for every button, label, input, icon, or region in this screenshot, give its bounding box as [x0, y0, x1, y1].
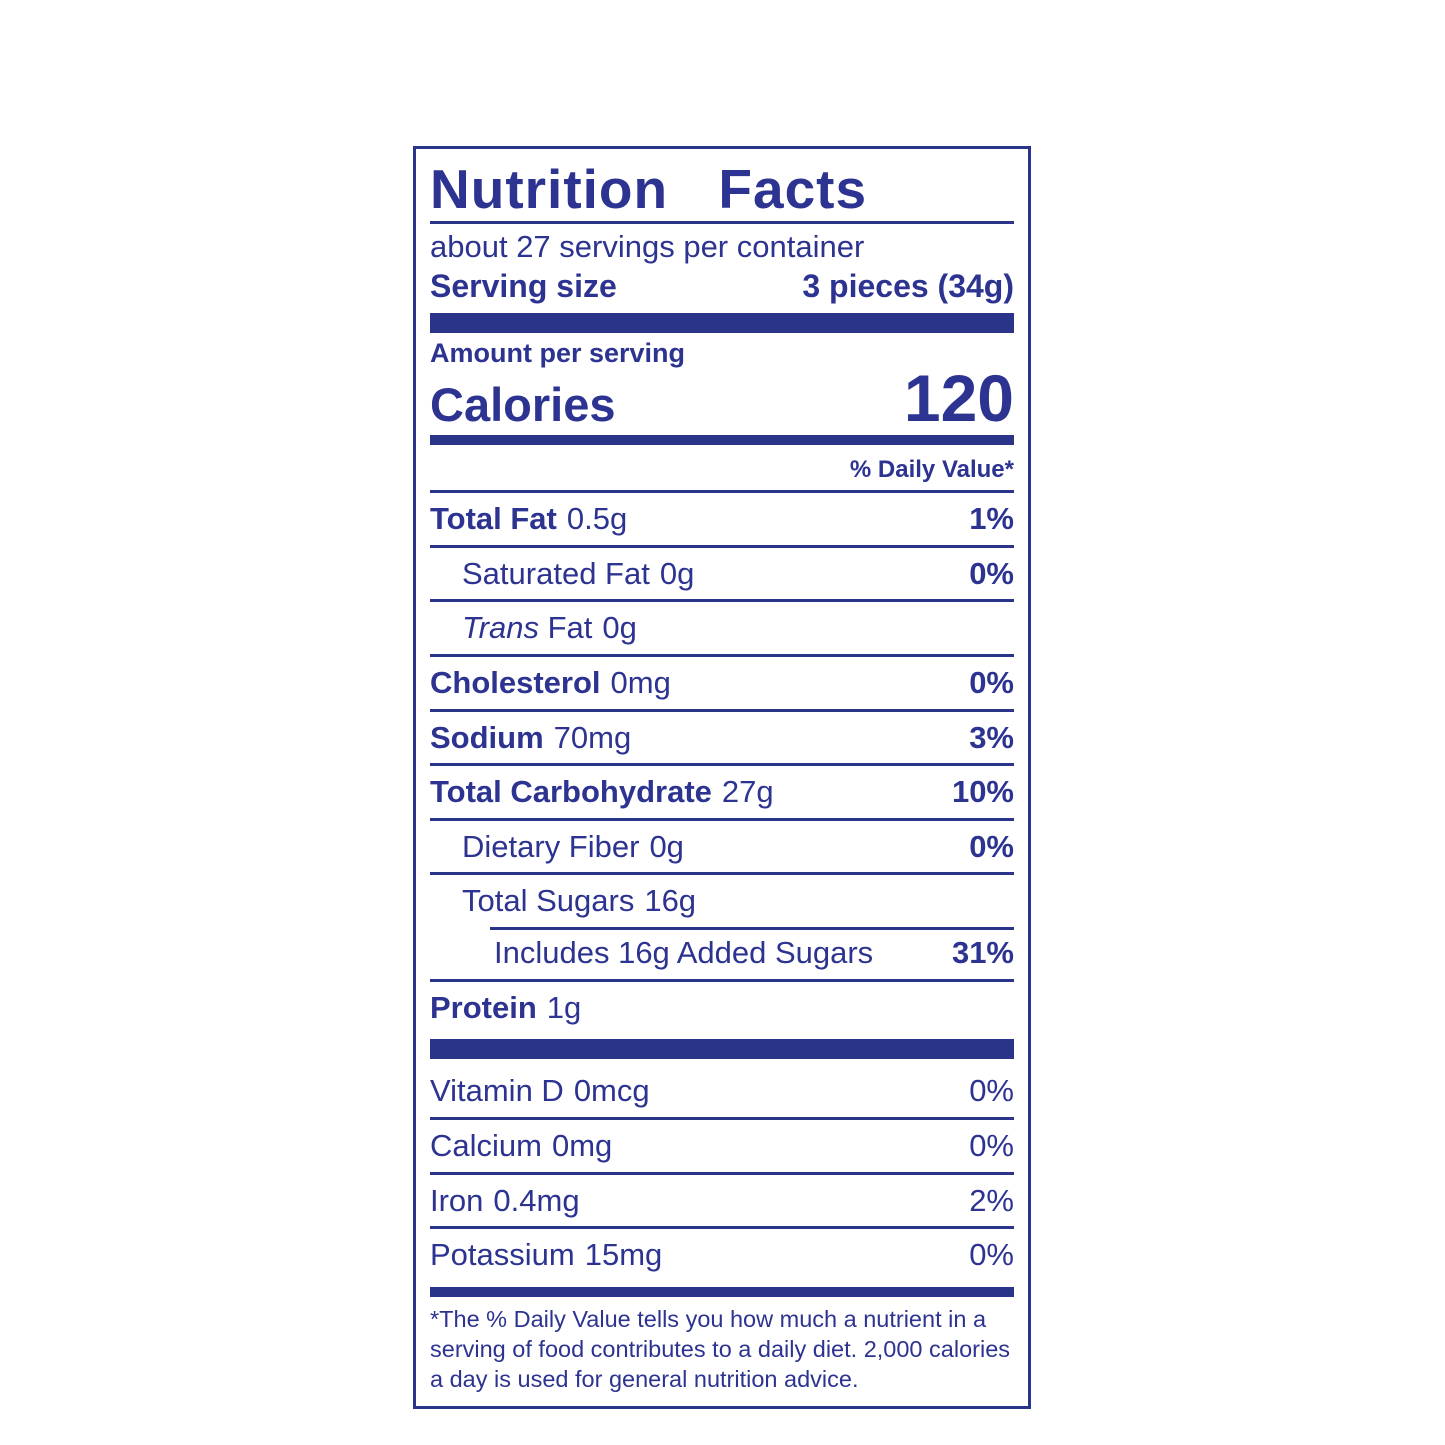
vitamin-dv: 0%: [969, 1073, 1014, 1109]
section-divider-bar-medium: [430, 1286, 1014, 1297]
nutrient-dv: 3%: [969, 719, 1014, 755]
vitamin-row-potassium: Potassium 15mg 0%: [430, 1226, 1014, 1281]
nutrient-row-sodium: Sodium 70mg 3%: [430, 708, 1014, 764]
nutrient-amount: 16g: [644, 883, 697, 919]
nutrient-name: Total Fat: [430, 500, 557, 536]
nutrient-amount: 0g: [602, 610, 637, 646]
calories-label: Calories: [430, 377, 616, 431]
vitamin-row-vitamin-d: Vitamin D 0mcg 0%: [430, 1065, 1014, 1117]
vitamin-name: Calcium: [430, 1127, 542, 1163]
amount-per-serving-label: Amount per serving: [430, 337, 686, 368]
daily-value-footnote: *The % Daily Value tells you how much a …: [430, 1305, 1011, 1392]
nutrient-row-trans-fat: Trans Fat 0g: [430, 599, 1014, 654]
nutrient-dv: 0%: [969, 555, 1014, 591]
nutrient-row-saturated-fat: Saturated Fat 0g 0%: [430, 544, 1014, 600]
vitamin-dv: 2%: [969, 1182, 1014, 1218]
section-divider-bar-medium: [430, 434, 1014, 445]
nutrient-row-total-sugars: Total Sugars 16g: [430, 872, 1014, 927]
nutrient-row-protein: Protein 1g: [430, 978, 1014, 1034]
vitamin-amount: 15mg: [584, 1237, 663, 1273]
nutrient-row-total-carbohydrate: Total Carbohydrate 27g 10%: [430, 763, 1014, 818]
nutrient-dv: 31%: [951, 935, 1014, 971]
nutrient-amount: 0g: [649, 828, 684, 864]
daily-value-header: % Daily Value*: [849, 455, 1014, 483]
nutrient-name: Sodium: [430, 719, 544, 755]
vitamin-name: Vitamin D: [430, 1073, 564, 1109]
nutrient-name: Total Carbohydrate: [430, 774, 712, 810]
nutrient-amount: 1g: [546, 989, 582, 1025]
label-title: Nutrition Facts: [430, 158, 868, 220]
nutrient-amount: 0.5g: [566, 500, 628, 536]
nutrient-name: Saturated Fat: [462, 555, 650, 591]
serving-size-label: Serving size: [430, 267, 617, 304]
serving-size-row: Serving size 3 pieces (34g): [430, 268, 1014, 305]
calories-row: Calories 120: [430, 361, 1014, 436]
vitamin-name: Potassium: [430, 1237, 575, 1273]
nutrient-name-italic: Trans: [462, 610, 539, 646]
nutrient-dv: 0%: [969, 828, 1014, 864]
section-divider-bar-thick: [430, 1039, 1014, 1060]
section-divider-bar-thick: [430, 312, 1014, 333]
nutrient-row-added-sugars: Includes 16g Added Sugars 31%: [430, 927, 1014, 979]
nutrient-amount: 0mg: [610, 664, 671, 700]
vitamin-row-calcium: Calcium 0mg 0%: [430, 1116, 1014, 1172]
nutrient-name: Cholesterol: [430, 664, 601, 700]
calories-value: 120: [903, 361, 1014, 436]
nutrient-amount: 0g: [659, 555, 695, 591]
nutrient-row-total-fat: Total Fat 0.5g 1%: [430, 489, 1014, 545]
vitamin-dv: 0%: [969, 1127, 1014, 1163]
vitamin-amount: 0mg: [551, 1127, 613, 1163]
nutrient-name: Fat: [538, 610, 593, 646]
nutrient-amount: 70mg: [553, 719, 632, 755]
nutrient-name: Total Sugars: [462, 883, 635, 919]
title-underline: [430, 221, 1014, 225]
nutrient-name: Dietary Fiber: [462, 828, 640, 864]
serving-size-value: 3 pieces (34g): [802, 267, 1014, 304]
vitamin-amount: 0.4mg: [493, 1182, 580, 1218]
nutrition-facts-label: Nutrition Facts about 27 servings per co…: [413, 146, 1031, 1410]
nutrient-amount: 27g: [721, 774, 774, 810]
nutrient-name: Protein: [430, 989, 537, 1025]
vitamin-row-iron: Iron 0.4mg 2%: [430, 1171, 1014, 1227]
servings-per-container: about 27 servings per container: [430, 229, 865, 265]
nutrient-row-cholesterol: Cholesterol 0mg 0%: [430, 653, 1014, 709]
nutrient-dv: 10%: [951, 774, 1014, 810]
nutrient-dv: 0%: [969, 664, 1014, 700]
nutrient-name: Includes 16g Added Sugars: [494, 935, 874, 971]
vitamin-dv: 0%: [969, 1237, 1014, 1273]
nutrient-row-dietary-fiber: Dietary Fiber 0g 0%: [430, 817, 1014, 873]
vitamin-amount: 0mcg: [573, 1073, 650, 1109]
vitamin-name: Iron: [430, 1182, 484, 1218]
nutrient-dv: 1%: [969, 500, 1014, 536]
